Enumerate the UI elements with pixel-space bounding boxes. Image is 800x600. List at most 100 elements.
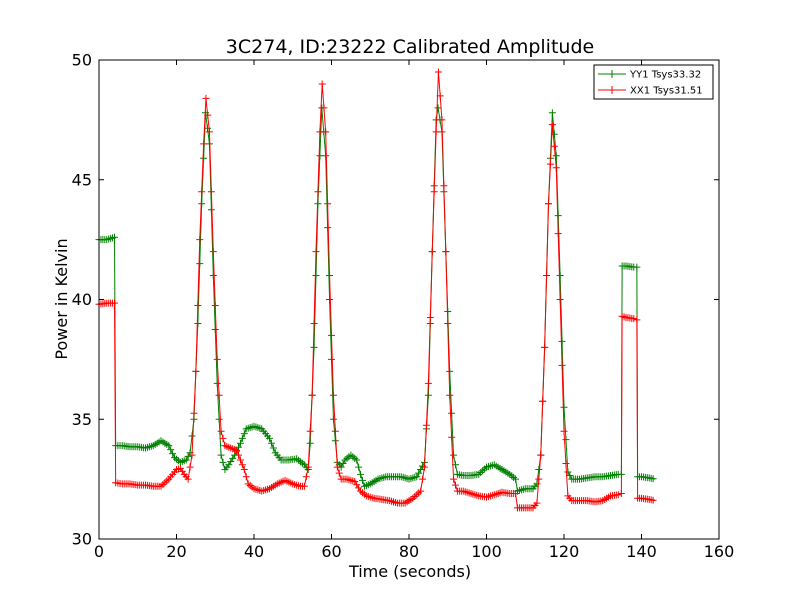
x-axis-label: Time (seconds) (348, 562, 471, 581)
data-point (184, 475, 192, 483)
data-point (438, 116, 446, 124)
chart-title: 3C274, ID:23222 Calibrated Amplitude (226, 36, 594, 58)
data-point (306, 439, 314, 447)
data-point (415, 469, 423, 477)
legend-marker-xx1 (608, 86, 616, 94)
data-point (329, 415, 337, 423)
data-point (207, 188, 215, 196)
x-tick-label: 100 (471, 542, 502, 561)
data-point (446, 391, 454, 399)
data-point (324, 200, 332, 208)
data-point (560, 427, 568, 435)
data-point (546, 160, 554, 168)
data-point (238, 461, 246, 469)
data-point (196, 236, 204, 244)
series-1 (95, 68, 657, 512)
data-point (188, 432, 196, 440)
data-point (556, 272, 564, 280)
data-point (204, 111, 212, 119)
legend-label-xx1: XX1 Tsys31.51 (630, 86, 703, 97)
data-point (535, 475, 543, 483)
data-point (417, 466, 425, 474)
data-point (424, 379, 432, 387)
y-axis-label: Power in Kelvin (52, 238, 71, 359)
data-point (428, 248, 436, 256)
data-point (326, 296, 334, 303)
data-point (235, 451, 242, 459)
x-tick-label: 40 (244, 542, 264, 561)
legend-label-yy1: YY1 Tsys33.32 (629, 70, 701, 81)
data-point (326, 272, 334, 280)
data-point (215, 415, 223, 423)
data-point (329, 391, 337, 399)
data-point (200, 140, 208, 148)
series-0 (95, 104, 657, 495)
data-point (512, 475, 520, 483)
data-point (310, 343, 318, 351)
data-point (444, 319, 452, 327)
data-point (308, 391, 316, 399)
data-point (217, 451, 225, 459)
data-point (182, 456, 190, 464)
data-point (630, 315, 638, 323)
data-point (204, 124, 211, 132)
data-point (548, 121, 556, 129)
data-point (562, 436, 570, 444)
y-tick-label: 30 (72, 530, 92, 549)
data-point (558, 337, 566, 345)
data-point (324, 224, 332, 232)
data-point (419, 475, 427, 483)
data-point (535, 466, 543, 474)
data-point (533, 499, 541, 507)
data-point (233, 446, 241, 454)
data-point (196, 260, 204, 268)
x-tick-label: 20 (166, 542, 186, 561)
data-point (440, 182, 448, 190)
data-point (446, 367, 454, 375)
data-point (422, 421, 430, 429)
data-point (236, 439, 244, 447)
x-tick-label: 140 (626, 542, 657, 561)
data-point (318, 80, 326, 88)
data-point (266, 434, 273, 442)
data-point (560, 403, 568, 411)
data-point (448, 409, 456, 417)
x-tick-label: 120 (549, 542, 580, 561)
data-point (566, 472, 574, 480)
data-point (169, 450, 177, 458)
legend-marker-yy1 (608, 70, 616, 78)
data-point (550, 142, 558, 150)
data-point (165, 442, 173, 450)
data-point (633, 263, 641, 271)
data-point (267, 439, 275, 447)
data-point (184, 452, 192, 460)
data-point (219, 458, 227, 466)
data-point (617, 490, 625, 497)
legend: YY1 Tsys33.32 XX1 Tsys31.51 (593, 64, 714, 100)
data-point (209, 248, 217, 256)
data-point (355, 463, 363, 471)
data-point (190, 409, 198, 417)
plot-frame (98, 59, 720, 540)
x-tick-label: 160 (704, 542, 735, 561)
data-point (450, 475, 458, 483)
data-point (240, 430, 248, 438)
data-point (335, 469, 343, 477)
data-point (426, 313, 434, 321)
data-point (357, 470, 365, 478)
data-point (211, 325, 219, 333)
data-point (198, 188, 206, 196)
data-point (539, 397, 547, 405)
data-point (512, 490, 520, 497)
data-point (545, 200, 552, 208)
data-point (537, 451, 545, 459)
data-point (213, 379, 221, 387)
data-point (314, 188, 322, 196)
data-point (238, 434, 246, 442)
data-point (339, 460, 347, 468)
data-point (533, 480, 541, 488)
tick-layer: 0 20 40 60 80 100 120 140 160 30 35 40 45 50 (72, 51, 735, 562)
data-point (543, 272, 551, 280)
data-point (213, 355, 221, 363)
